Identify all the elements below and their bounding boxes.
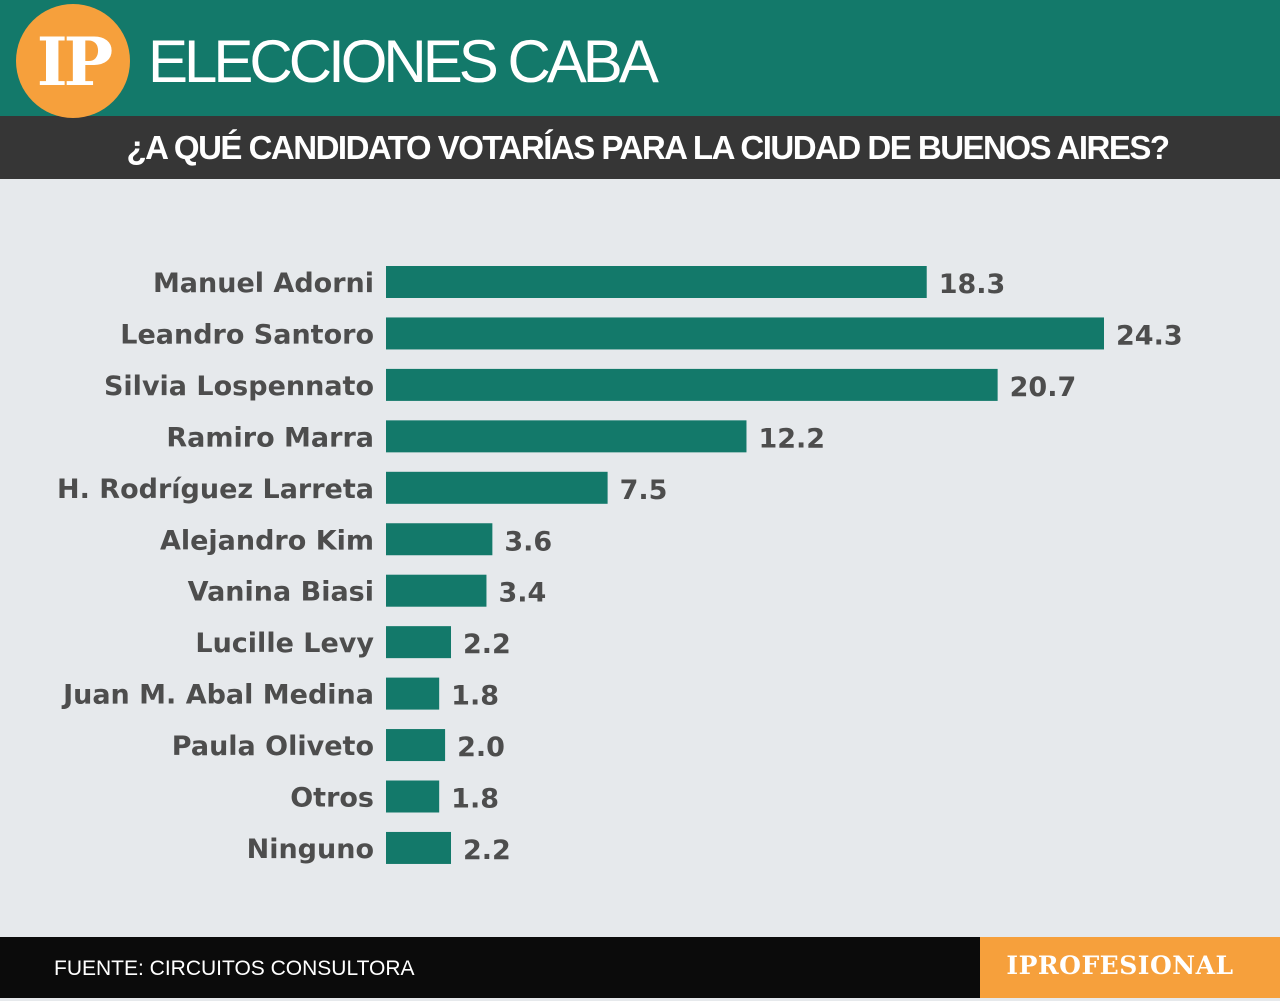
brand-badge: IPROFESIONAL bbox=[980, 937, 1280, 998]
data-label: 20.7 bbox=[1010, 372, 1077, 403]
brand-logo-text: IPROFESIONAL bbox=[1006, 951, 1234, 980]
chart-subtitle: ¿A QUÉ CANDIDATO VOTARÍAS PARA LA CIUDAD… bbox=[126, 129, 1170, 166]
category-label: Ramiro Marra bbox=[166, 422, 374, 453]
data-label: 1.8 bbox=[451, 681, 499, 712]
data-label: 2.2 bbox=[463, 835, 511, 866]
category-label: Vanina Biasi bbox=[188, 577, 374, 608]
bar bbox=[386, 266, 927, 298]
category-label: Juan M. Abal Medina bbox=[61, 680, 374, 711]
source-text: FUENTE: CIRCUITOS CONSULTORA bbox=[54, 957, 415, 980]
bar bbox=[386, 523, 493, 556]
category-label: Silvia Lospennato bbox=[104, 371, 374, 402]
data-label: 24.3 bbox=[1116, 320, 1183, 351]
bar bbox=[386, 626, 452, 659]
page-title: ELECCIONES CABA bbox=[148, 28, 659, 95]
category-label: Lucille Levy bbox=[195, 628, 374, 659]
category-label: H. Rodríguez Larreta bbox=[57, 474, 374, 505]
bar bbox=[386, 831, 452, 864]
data-label: 12.2 bbox=[758, 423, 825, 454]
ip-logo: IP bbox=[16, 4, 130, 118]
category-label: Manuel Adorni bbox=[153, 268, 374, 299]
bar bbox=[386, 574, 487, 607]
bar bbox=[386, 368, 998, 401]
data-label: 18.3 bbox=[939, 269, 1006, 300]
bar bbox=[386, 780, 440, 813]
footer-bar: FUENTE: CIRCUITOS CONSULTORA IPROFESIONA… bbox=[0, 937, 1280, 998]
category-label: Ninguno bbox=[247, 834, 374, 865]
logo-text: IP bbox=[36, 23, 114, 101]
data-label: 2.0 bbox=[457, 732, 505, 763]
category-label: Leandro Santoro bbox=[120, 319, 374, 350]
bar bbox=[386, 317, 1104, 350]
bar bbox=[386, 471, 608, 504]
bar bbox=[386, 729, 446, 762]
data-label: 3.4 bbox=[498, 578, 546, 609]
subtitle-bar bbox=[0, 116, 1280, 179]
data-label: 7.5 bbox=[620, 475, 668, 506]
data-label: 3.6 bbox=[504, 526, 552, 557]
category-label: Otros bbox=[290, 783, 374, 814]
bar bbox=[386, 420, 747, 453]
category-label: Alejandro Kim bbox=[160, 525, 374, 556]
header-bar bbox=[0, 0, 1280, 116]
category-label: Paula Oliveto bbox=[172, 731, 374, 762]
data-label: 2.2 bbox=[463, 629, 511, 660]
bar bbox=[386, 677, 440, 710]
data-label: 1.8 bbox=[451, 784, 499, 815]
